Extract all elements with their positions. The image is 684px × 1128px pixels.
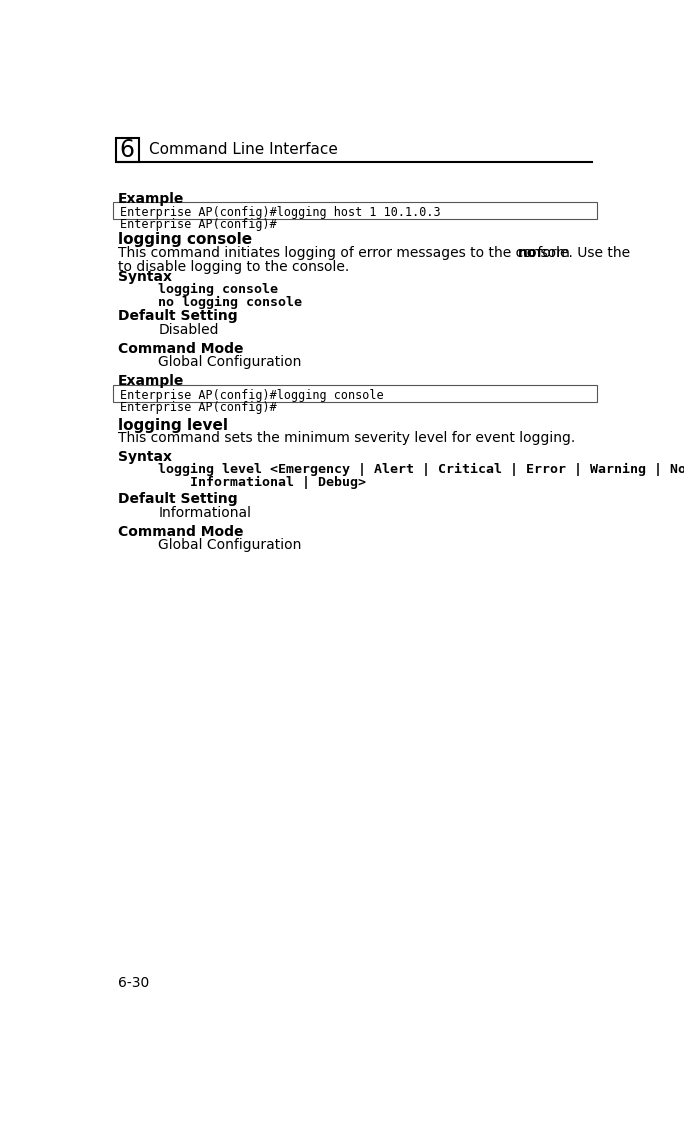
Text: to disable logging to the console.: to disable logging to the console. xyxy=(118,259,350,274)
Text: Enterprise AP(config)#logging console: Enterprise AP(config)#logging console xyxy=(120,389,384,402)
Text: logging level <Emergency | Alert | Critical | Error | Warning | Notice |: logging level <Emergency | Alert | Criti… xyxy=(159,464,684,476)
Text: Example: Example xyxy=(118,192,185,205)
Text: logging console: logging console xyxy=(118,231,252,247)
Text: Example: Example xyxy=(118,373,185,388)
Text: Syntax: Syntax xyxy=(118,270,172,284)
Text: Default Setting: Default Setting xyxy=(118,492,237,506)
Text: Global Configuration: Global Configuration xyxy=(159,538,302,552)
Text: Command Mode: Command Mode xyxy=(118,342,244,355)
Text: This command sets the minimum severity level for event logging.: This command sets the minimum severity l… xyxy=(118,431,575,446)
Text: This command initiates logging of error messages to the console. Use the: This command initiates logging of error … xyxy=(118,246,635,261)
Text: Enterprise AP(config)#logging host 1 10.1.0.3: Enterprise AP(config)#logging host 1 10.… xyxy=(120,205,440,219)
Text: form: form xyxy=(534,246,570,261)
Text: Command Mode: Command Mode xyxy=(118,525,244,538)
Text: 6-30: 6-30 xyxy=(118,976,149,990)
Text: no: no xyxy=(518,246,538,261)
Bar xyxy=(116,139,139,161)
Text: Default Setting: Default Setting xyxy=(118,309,237,324)
Text: Enterprise AP(config)#: Enterprise AP(config)# xyxy=(120,218,277,231)
Text: logging console: logging console xyxy=(159,283,278,297)
Bar xyxy=(113,202,597,219)
Text: Global Configuration: Global Configuration xyxy=(159,355,302,369)
Text: Enterprise AP(config)#: Enterprise AP(config)# xyxy=(120,400,277,414)
Text: no logging console: no logging console xyxy=(159,296,302,309)
Text: 6: 6 xyxy=(120,138,135,162)
Bar xyxy=(113,386,597,403)
Text: Disabled: Disabled xyxy=(159,323,219,337)
Text: Command Line Interface: Command Line Interface xyxy=(149,142,338,158)
Text: Informational: Informational xyxy=(159,505,251,520)
Text: Informational | Debug>: Informational | Debug> xyxy=(159,476,367,490)
Text: Syntax: Syntax xyxy=(118,450,172,464)
Text: logging level: logging level xyxy=(118,417,228,432)
